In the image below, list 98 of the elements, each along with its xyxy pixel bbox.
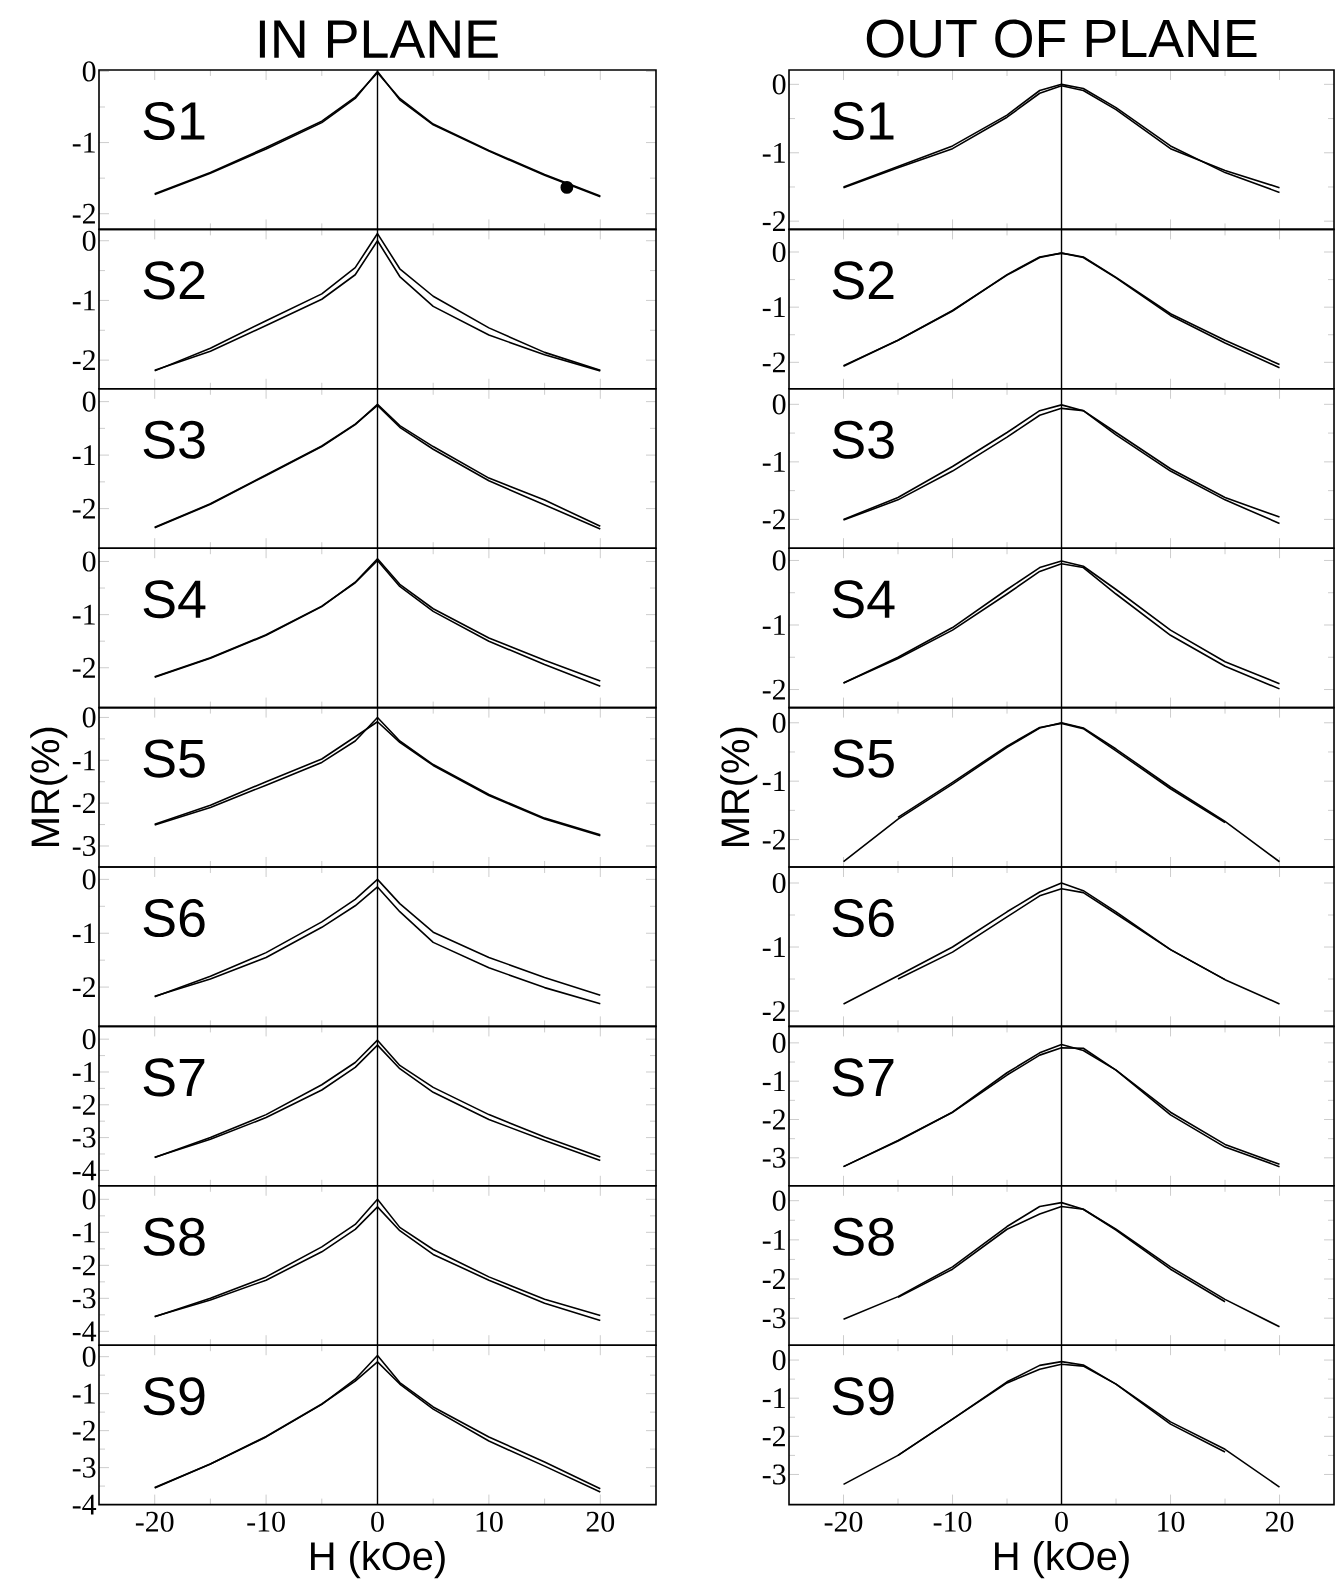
y-tick-label: -1 [72, 750, 95, 771]
y-tick-label: 0 [772, 241, 786, 263]
y-tick-label: -2 [762, 352, 785, 373]
y-tick-label: 0 [82, 551, 96, 572]
y-tick-label: -2 [72, 657, 95, 678]
x-tick-label: -20 [824, 1511, 863, 1532]
y-tick-label: 0 [82, 869, 96, 890]
y-tick-label: -1 [762, 771, 785, 792]
y-tick-label: -1 [762, 142, 785, 163]
annotation: S6 [832, 898, 894, 938]
y-tick-label: -2 [72, 203, 95, 224]
y-tick-label: 0 [772, 712, 786, 733]
chart-title: OUT OF PLANE [866, 19, 1257, 58]
x-tick-label: 20 [1265, 1511, 1294, 1532]
y-tick-label: -4 [72, 1494, 97, 1515]
y-axis-title: MR(%) [30, 727, 68, 846]
annotation: S7 [832, 1058, 894, 1097]
y-tick-label: -2 [762, 679, 785, 700]
x-tick-label: 10 [1158, 1511, 1185, 1532]
y-tick-label: 0 [772, 550, 786, 571]
y-tick-label: -3 [72, 835, 96, 857]
y-tick-label: -1 [72, 132, 95, 153]
y-tick-label: -3 [762, 1147, 786, 1168]
y-tick-label: -3 [72, 1127, 96, 1148]
y-tick-label: 0 [772, 394, 786, 415]
y-tick-label: -4 [72, 1160, 97, 1181]
y-tick-label: 0 [772, 1349, 786, 1371]
y-tick-label: -2 [72, 793, 95, 814]
y-tick-label: 0 [82, 1346, 96, 1367]
y-tick-label: -2 [72, 1094, 95, 1115]
annotation: S9 [832, 1377, 894, 1416]
y-tick-label: 0 [772, 1190, 786, 1211]
y-tick-label: -2 [72, 977, 95, 997]
y-tick-label: -3 [72, 1288, 96, 1309]
x-tick-label: -10 [247, 1511, 285, 1532]
annotation: S2 [832, 261, 894, 300]
y-tick-label: -1 [72, 290, 95, 311]
y-tick-label: -2 [72, 1420, 95, 1441]
x-tick-label: 20 [586, 1511, 615, 1532]
annotation: S4 [832, 580, 895, 619]
y-tick-label: -2 [762, 1001, 785, 1021]
y-tick-label: -1 [72, 604, 95, 625]
y-tick-label: -3 [762, 1464, 786, 1485]
annotation: S3 [832, 420, 894, 459]
y-tick-label: 0 [82, 1029, 96, 1050]
chart-title: IN PLANE [259, 20, 498, 58]
y-tick-label: -1 [762, 1229, 785, 1250]
annotation: S1 [143, 101, 205, 141]
y-tick-label: -2 [762, 1426, 785, 1447]
y-tick-label: -1 [762, 1388, 785, 1409]
annotation: S6 [143, 898, 205, 938]
y-tick-label: 0 [772, 74, 786, 95]
x-axis-title: H (kOe) [995, 1541, 1129, 1579]
y-tick-label: -1 [762, 615, 785, 635]
annotation: S9 [143, 1377, 205, 1416]
x-tick-label: -10 [933, 1511, 972, 1532]
annotation: S3 [143, 420, 205, 459]
y-tick-label: -3 [72, 1457, 96, 1478]
x-tick-label: 0 [1055, 1511, 1068, 1532]
y-tick-label: -1 [762, 452, 785, 472]
y-axis-title: MR(%) [720, 727, 758, 846]
y-tick-label: -2 [762, 509, 785, 530]
y-tick-label: -2 [72, 498, 95, 519]
x-axis-title: H (kOe) [311, 1541, 445, 1579]
annotation: S8 [832, 1217, 894, 1256]
y-tick-label: -1 [72, 1222, 95, 1243]
annotation: S1 [832, 101, 894, 141]
y-tick-label: -2 [762, 1109, 785, 1130]
y-tick-label: 0 [82, 391, 96, 412]
y-tick-label: -3 [762, 1308, 786, 1329]
y-tick-label: -2 [72, 350, 95, 371]
annotation: S5 [143, 739, 205, 778]
x-tick-label: -20 [135, 1511, 174, 1532]
y-tick-label: -1 [72, 445, 95, 465]
y-tick-label: -2 [762, 1269, 785, 1289]
annotation: S5 [832, 739, 894, 778]
annotation: S2 [143, 261, 205, 300]
y-tick-label: 0 [82, 707, 96, 728]
y-tick-label: 0 [772, 1032, 786, 1053]
y-tick-label: -2 [72, 1255, 95, 1276]
x-tick-label: 10 [476, 1511, 503, 1532]
y-tick-label: -2 [762, 829, 785, 850]
y-tick-label: 0 [772, 872, 786, 894]
y-tick-label: 0 [82, 1189, 96, 1210]
y-tick-label: -4 [72, 1321, 97, 1342]
annotation: S7 [143, 1058, 205, 1097]
y-tick-label: -1 [762, 297, 785, 318]
y-tick-label: -1 [72, 1383, 95, 1404]
y-tick-label: -1 [72, 1062, 95, 1082]
y-tick-label: 0 [82, 230, 96, 251]
y-tick-label: -2 [762, 211, 785, 232]
x-tick-label: 0 [371, 1511, 384, 1532]
y-tick-label: -1 [762, 937, 785, 957]
annotation: S8 [143, 1217, 205, 1256]
annotation: S4 [143, 580, 206, 619]
y-tick-label: -1 [762, 1071, 785, 1092]
y-tick-label: -1 [72, 923, 95, 944]
y-tick-label: 0 [82, 61, 96, 82]
